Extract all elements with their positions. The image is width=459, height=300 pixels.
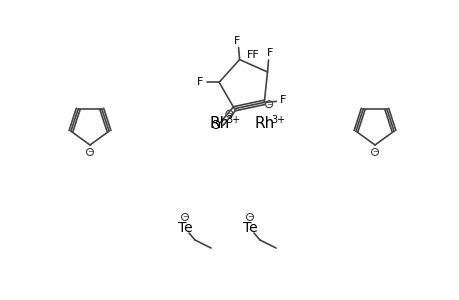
Text: Rh: Rh <box>210 116 230 130</box>
Text: O: O <box>210 118 220 132</box>
Text: Rh: Rh <box>254 116 274 130</box>
Text: Te: Te <box>242 221 257 235</box>
Text: −: − <box>265 100 272 109</box>
Text: F: F <box>267 48 273 58</box>
Text: Te: Te <box>177 221 192 235</box>
Text: 3+: 3+ <box>225 115 240 125</box>
Text: FF: FF <box>246 50 259 60</box>
Text: −: − <box>226 109 232 118</box>
Text: −: − <box>246 212 252 221</box>
Text: F: F <box>233 36 239 46</box>
Text: −: − <box>181 212 188 221</box>
Text: −: − <box>87 148 93 157</box>
Text: F: F <box>196 77 203 87</box>
Text: F: F <box>280 95 286 105</box>
Text: 3+: 3+ <box>270 115 285 125</box>
Text: −: − <box>371 148 377 157</box>
